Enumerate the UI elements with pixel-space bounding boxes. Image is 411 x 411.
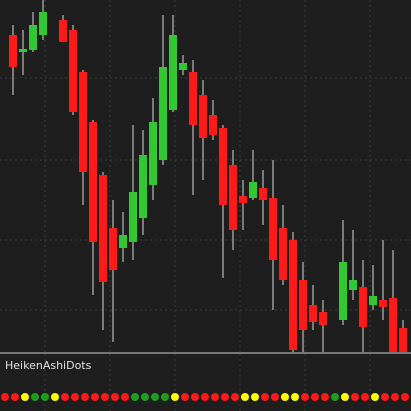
- candle-body: [229, 165, 237, 230]
- signal-dot: [311, 393, 319, 401]
- signal-dot: [381, 393, 389, 401]
- signal-dot: [251, 393, 259, 401]
- signal-dot: [321, 393, 329, 401]
- candle-body: [59, 20, 67, 42]
- signal-dot: [141, 393, 149, 401]
- signal-dot: [61, 393, 69, 401]
- candle-body: [149, 122, 157, 185]
- signal-dot: [301, 393, 309, 401]
- signal-dot: [71, 393, 79, 401]
- signal-dot: [111, 393, 119, 401]
- candle-body: [179, 63, 187, 70]
- candle-body: [199, 95, 207, 138]
- signal-dot: [291, 393, 299, 401]
- signal-dot: [131, 393, 139, 401]
- signal-dot: [81, 393, 89, 401]
- signal-dot: [261, 393, 269, 401]
- signal-dot: [341, 393, 349, 401]
- signal-dot: [11, 393, 19, 401]
- candle-body: [269, 198, 277, 260]
- candle-body: [19, 49, 27, 52]
- signal-dot: [31, 393, 39, 401]
- candle-body: [309, 305, 317, 322]
- signal-dot: [231, 393, 239, 401]
- candle-body: [279, 228, 287, 280]
- candle-body: [249, 182, 257, 198]
- candle-body: [379, 300, 387, 307]
- signal-dot: [51, 393, 59, 401]
- candle-body: [109, 228, 117, 270]
- candle-body: [39, 12, 47, 35]
- candle-body: [29, 25, 37, 50]
- candle-body: [159, 67, 167, 160]
- candle-body: [119, 235, 127, 248]
- candle-body: [289, 240, 297, 350]
- signal-dot: [91, 393, 99, 401]
- signal-dot: [361, 393, 369, 401]
- candle-body: [319, 312, 327, 325]
- candle-body: [399, 328, 407, 352]
- candle-body: [349, 280, 357, 290]
- signal-dot: [201, 393, 209, 401]
- signal-dot: [171, 393, 179, 401]
- candle-body: [9, 35, 17, 67]
- candle-body: [129, 192, 137, 242]
- candle-body: [259, 188, 267, 200]
- signal-dot: [351, 393, 359, 401]
- signal-dot: [221, 393, 229, 401]
- signal-dot: [281, 393, 289, 401]
- signal-dot: [391, 393, 399, 401]
- signal-dot: [211, 393, 219, 401]
- signal-dot: [331, 393, 339, 401]
- signal-dot: [401, 393, 409, 401]
- signal-dot: [1, 393, 9, 401]
- indicator-title: HeikenAshiDots: [5, 359, 92, 372]
- candle-body: [369, 296, 377, 305]
- candle-body: [219, 128, 227, 205]
- candle-body: [189, 72, 197, 125]
- signal-dot: [41, 393, 49, 401]
- signal-dot: [371, 393, 379, 401]
- signal-dot: [161, 393, 169, 401]
- signal-dots: [1, 393, 409, 401]
- candle-body: [99, 175, 107, 282]
- candle-body: [359, 287, 367, 327]
- signal-dot: [101, 393, 109, 401]
- signal-dot: [121, 393, 129, 401]
- signal-dot: [191, 393, 199, 401]
- signal-dot: [21, 393, 29, 401]
- candle-body: [299, 280, 307, 330]
- candle-body: [79, 72, 87, 172]
- signal-dot: [151, 393, 159, 401]
- candle-body: [239, 196, 247, 203]
- candles: [9, 0, 407, 352]
- signal-dot: [241, 393, 249, 401]
- candle-body: [209, 115, 217, 135]
- signal-dot: [181, 393, 189, 401]
- candle-body: [69, 30, 77, 112]
- candle-body: [169, 35, 177, 110]
- candle-body: [139, 155, 147, 218]
- candle-body: [339, 262, 347, 320]
- signal-dot: [271, 393, 279, 401]
- candle-body: [389, 298, 397, 352]
- candle-body: [89, 122, 97, 242]
